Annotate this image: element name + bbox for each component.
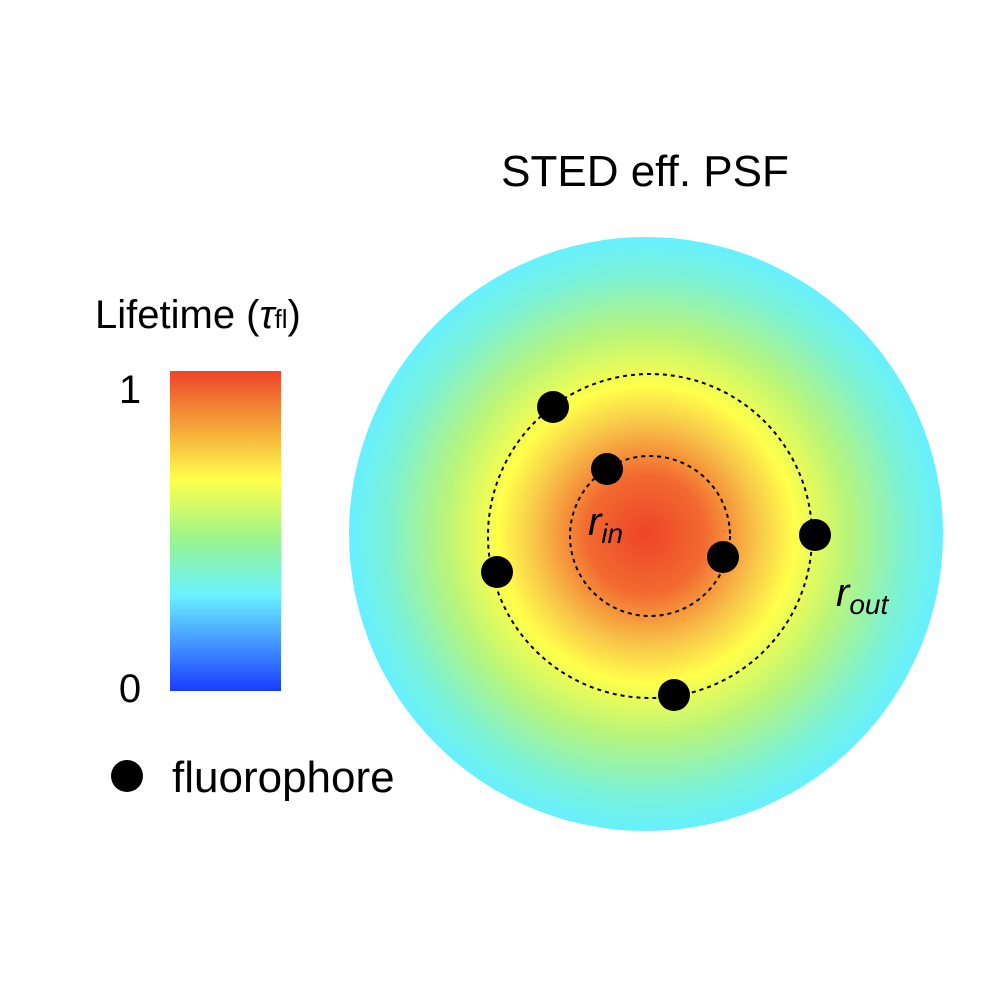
- legend-fluorophore-marker: [111, 760, 143, 792]
- colorbar-title: Lifetime (τfl): [95, 293, 301, 337]
- colorbar-title-close: ): [287, 293, 300, 337]
- fluorophore-dot: [537, 391, 569, 423]
- outer-radius-label: rout: [836, 571, 889, 620]
- colorbar-title-text: Lifetime (: [95, 293, 260, 337]
- outer-radius-label-sub: out: [849, 589, 889, 620]
- colorbar: [170, 371, 281, 691]
- colorbar-min-label: 0: [119, 667, 141, 711]
- inner-radius-label-base: r: [588, 500, 603, 544]
- legend-fluorophore-label: fluorophore: [172, 753, 395, 802]
- psf-disk: [349, 237, 943, 831]
- fluorophore-dot: [591, 453, 623, 485]
- inner-radius-label-sub: in: [601, 518, 623, 549]
- outer-radius-label-base: r: [836, 571, 851, 615]
- colorbar-max-label: 1: [119, 368, 141, 412]
- colorbar-title-subscript: fl: [274, 304, 287, 334]
- inner-radius-label: rin: [588, 500, 623, 549]
- fluorophore-dot: [658, 679, 690, 711]
- inner-radius-circle: [569, 455, 731, 617]
- figure-title: STED eff. PSF: [501, 147, 789, 196]
- fluorophore-dot: [799, 519, 831, 551]
- fluorophore-dot: [707, 541, 739, 573]
- fluorophore-dot: [481, 556, 513, 588]
- colorbar-title-symbol: τ: [260, 293, 278, 337]
